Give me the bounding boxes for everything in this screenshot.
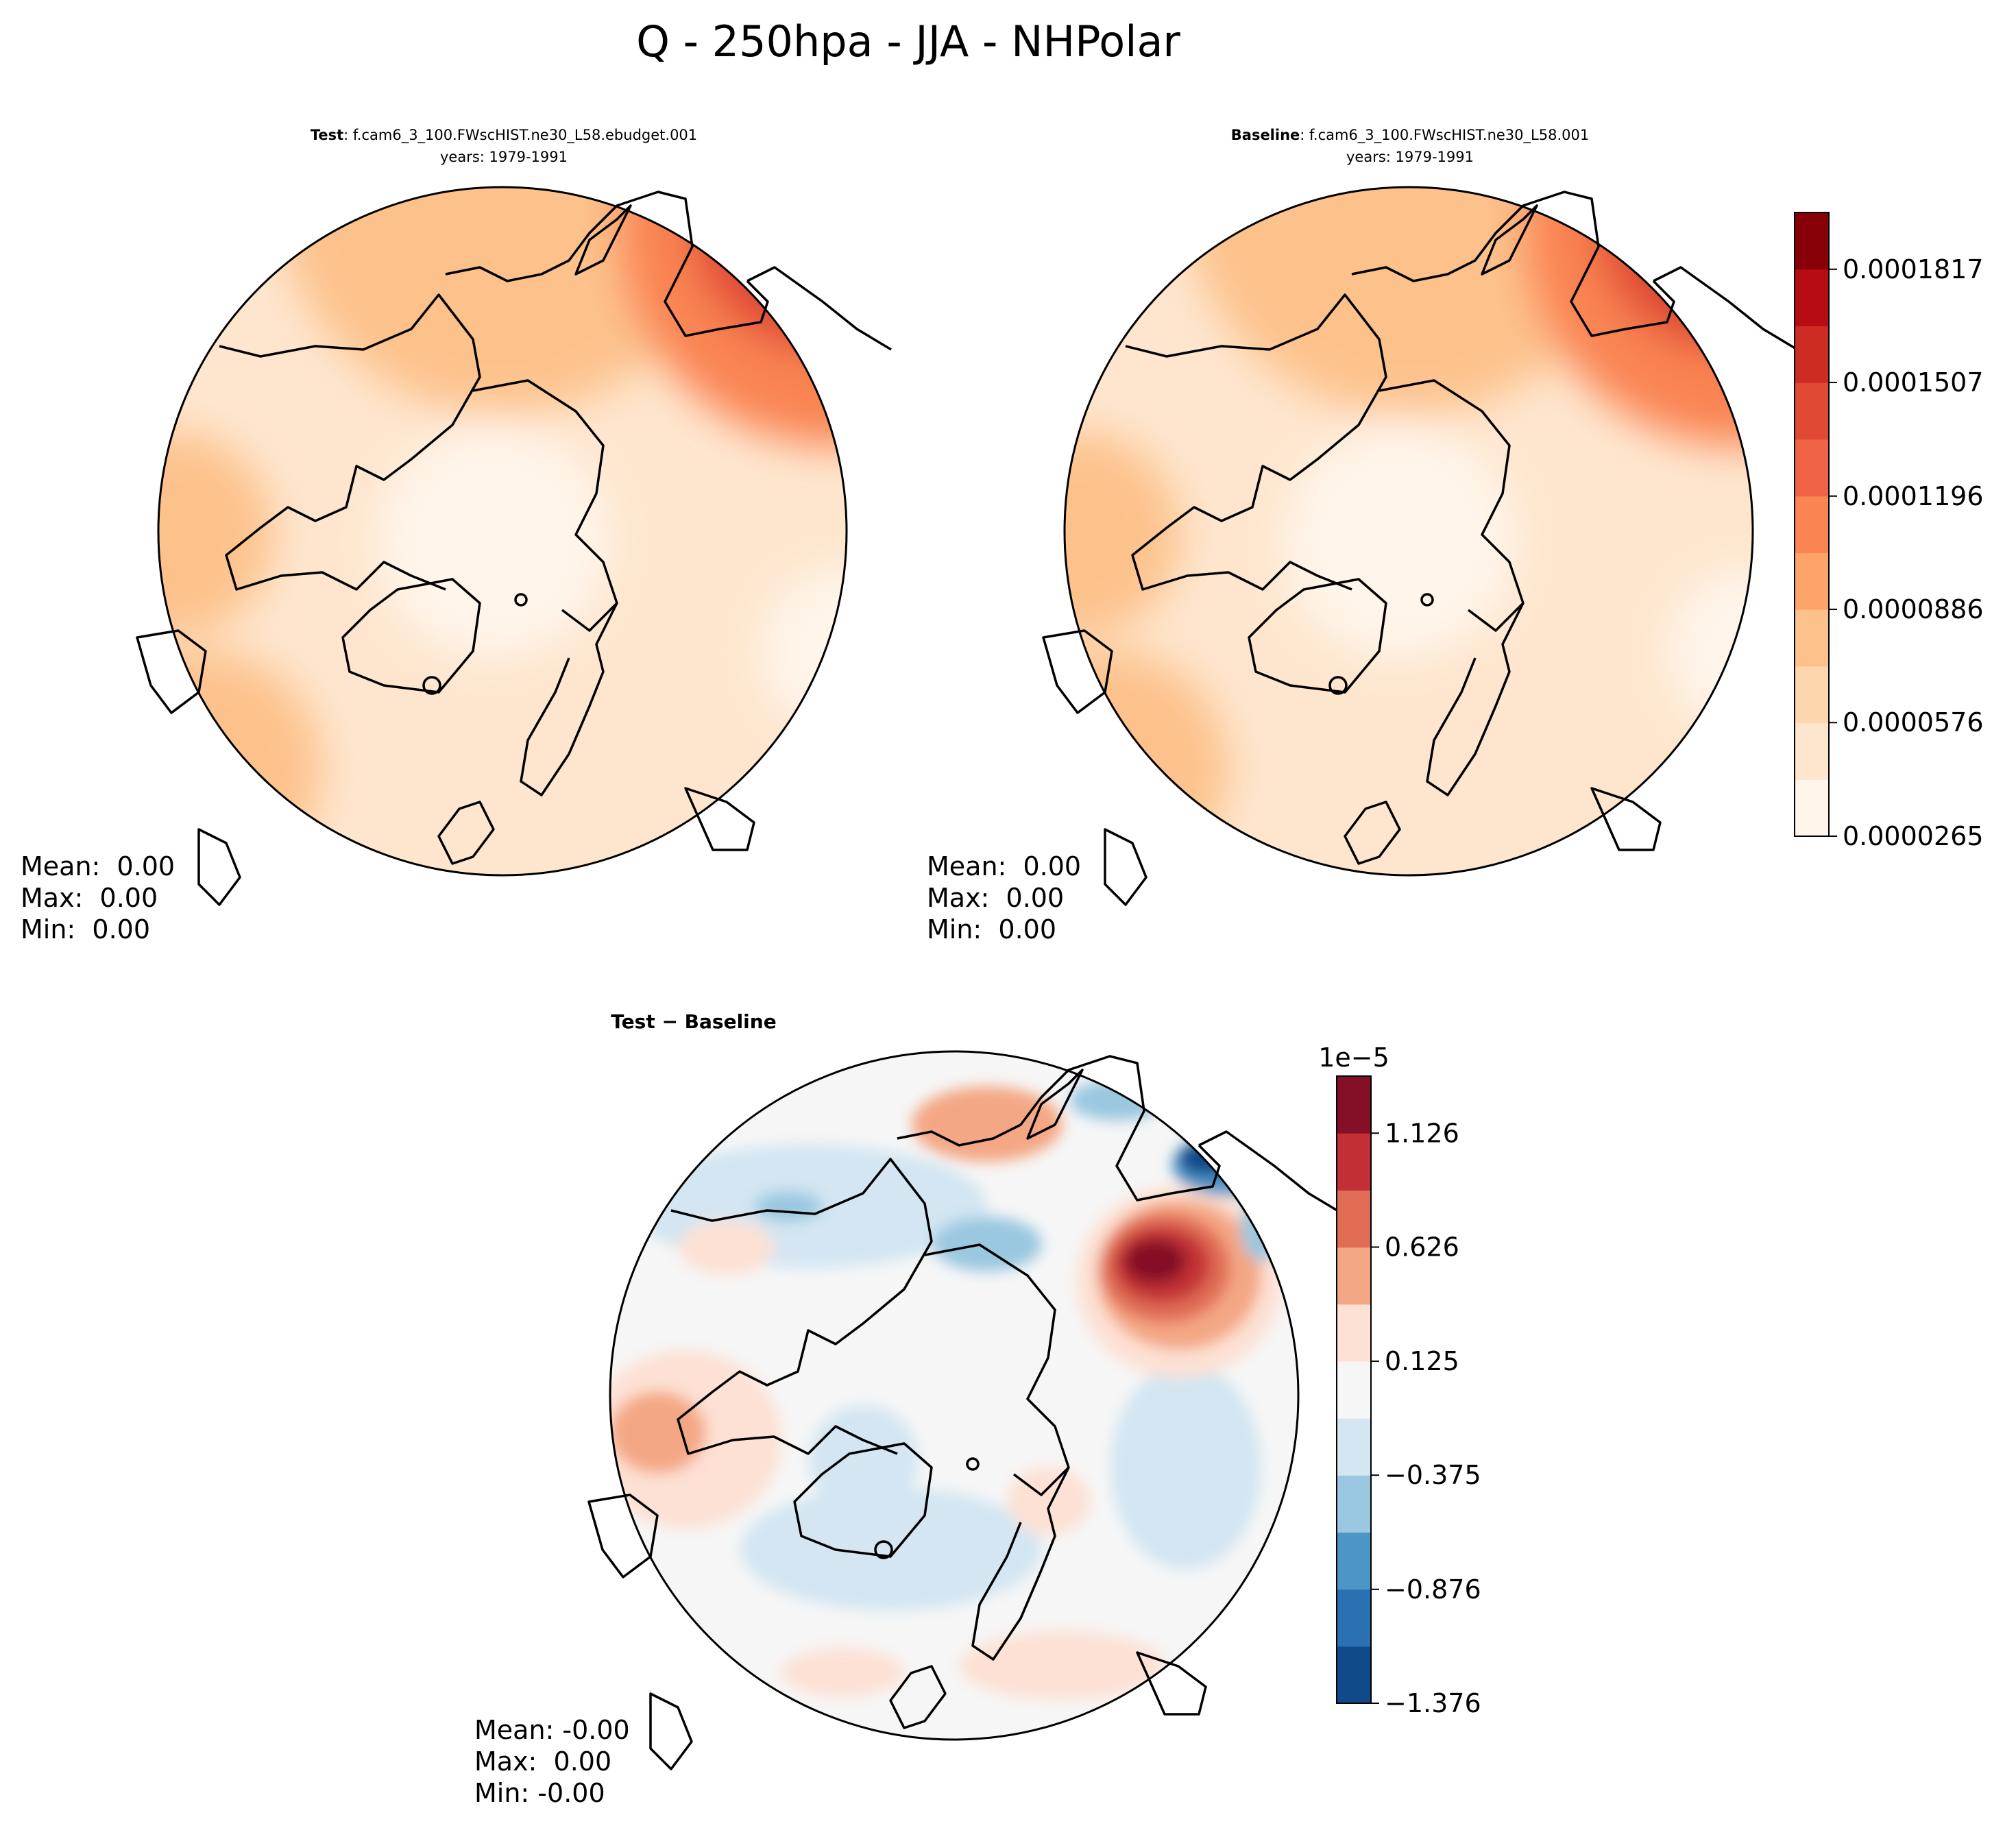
- baseline-field-band-sw: [1065, 651, 1228, 875]
- diff-blue-north-right: [1069, 1080, 1165, 1121]
- reds-colorbar: 0.0000265 0.0000576 0.0000886 0.0001196 0.00…: [1794, 212, 1984, 851]
- rdbu-colorbar-tick-label-0: −1.376: [1385, 1688, 1481, 1718]
- test-panel: Test: f.cam6_3_100.FWscHIST.ne30_L58.ebu…: [21, 127, 892, 945]
- baseline-field-band-north: [1182, 187, 1635, 415]
- reds-colorbar-segment-4: [1795, 552, 1829, 610]
- baseline-panel-title: Baseline: f.cam6_3_100.FWscHIST.ne30_L58…: [1231, 127, 1589, 144]
- reds-colorbar-frame: [1794, 212, 1830, 837]
- difference-stat-mean: Mean: -0.00: [474, 1715, 630, 1745]
- rdbu-colorbar-tick-label-1: −0.876: [1385, 1574, 1481, 1605]
- difference-map-field: [610, 1051, 1298, 1740]
- baseline-field-band-west: [1065, 432, 1180, 637]
- test-field-max-ne: [768, 187, 847, 322]
- baseline-title-rest: : f.cam6_3_100.FWscHIST.ne30_L58.001: [1300, 127, 1589, 144]
- rdbu-colorbar-segment-3: [1337, 1475, 1371, 1533]
- rdbu-colorbar-tick-label-5: 1.126: [1385, 1118, 1459, 1148]
- diff-pink-south: [960, 1631, 1165, 1700]
- test-panel-title: Test: f.cam6_3_100.FWscHIST.ne30_L58.ebu…: [311, 127, 697, 144]
- difference-stat-min: Min: -0.00: [474, 1778, 605, 1808]
- test-panel-subtitle: years: 1979-1991: [440, 149, 568, 165]
- test-stat-min: Min: 0.00: [21, 914, 150, 945]
- rdbu-colorbar-segment-0: [1337, 1646, 1371, 1704]
- rdbu-colorbar-tick-label-4: 0.626: [1385, 1232, 1459, 1262]
- baseline-panel-subtitle: years: 1979-1991: [1346, 149, 1474, 165]
- rdbu-colorbar-offset-label: 1e−5: [1318, 1043, 1389, 1073]
- baseline-field-pole-low: [1283, 425, 1516, 658]
- diff-pink-west: [679, 1220, 775, 1275]
- rdbu-colorbar-segment-4: [1337, 1418, 1371, 1476]
- diff-blue-east: [1110, 1364, 1261, 1570]
- difference-map-boundary: [609, 1050, 1300, 1741]
- diff-red-north: [912, 1086, 1062, 1162]
- reds-colorbar-segment-1: [1795, 722, 1829, 780]
- figure-title: Q - 250hpa - JJA - NHPolar: [636, 16, 1180, 66]
- difference-panel-title: Test − Baseline: [611, 1010, 776, 1033]
- reds-colorbar-tick-label-3: 0.0001196: [1843, 481, 1984, 511]
- reds-colorbar-segment-5: [1795, 496, 1829, 553]
- test-stat-mean: Mean: 0.00: [21, 851, 175, 881]
- rdbu-colorbar-segment-5: [1337, 1361, 1371, 1419]
- reds-colorbar-segment-6: [1795, 439, 1829, 497]
- baseline-stat-min: Min: 0.00: [927, 914, 1056, 945]
- baseline-title-bold: Baseline: [1231, 127, 1300, 143]
- rdbu-colorbar-segment-9: [1337, 1133, 1371, 1191]
- reds-colorbar-segment-9: [1795, 269, 1829, 327]
- diff-blue-arctic: [932, 1217, 1042, 1271]
- test-field-band-sw: [158, 651, 322, 875]
- diff-salmon-sw: [610, 1391, 706, 1474]
- reds-colorbar-segment-2: [1795, 666, 1829, 724]
- diff-blue-pole: [809, 1405, 919, 1515]
- rdbu-colorbar-tick-label-2: −0.375: [1385, 1460, 1481, 1490]
- diff-blue-nw: [754, 1191, 823, 1221]
- baseline-map-boundary: [1063, 186, 1754, 877]
- rdbu-colorbar-segment-10: [1337, 1076, 1371, 1134]
- rdbu-colorbar-segment-6: [1337, 1304, 1371, 1362]
- test-field-band-west: [158, 432, 274, 637]
- baseline-stat-mean: Mean: 0.00: [927, 851, 1081, 881]
- reds-colorbar-tick-label-2: 0.0000886: [1843, 594, 1984, 624]
- reds-colorbar-segment-7: [1795, 382, 1829, 440]
- reds-colorbar-segment-0: [1795, 779, 1829, 837]
- rdbu-colorbar-segment-8: [1337, 1190, 1371, 1248]
- test-field-band-ne: [617, 187, 847, 446]
- test-map-field: [158, 187, 847, 875]
- baseline-coastlines: [1042, 191, 1798, 906]
- test-stat-max: Max: 0.00: [21, 883, 158, 913]
- reds-colorbar-tick-label-4: 0.0001507: [1843, 367, 1984, 398]
- reds-colorbar-tick-label-5: 0.0001817: [1843, 254, 1984, 284]
- reds-colorbar-tick-label-1: 0.0000576: [1843, 707, 1984, 738]
- diff-red-plume-max: [1124, 1239, 1186, 1283]
- diff-pink-south-left: [781, 1648, 905, 1696]
- rdbu-colorbar: −1.376 −0.876 −0.375 0.125 0.626 1.126 1e−5: [1318, 1043, 1481, 1718]
- test-field-pole-low: [377, 425, 610, 658]
- diff-blue-ne-core: [1179, 1141, 1234, 1175]
- rdbu-colorbar-segment-7: [1337, 1247, 1371, 1305]
- reds-colorbar-segment-3: [1795, 609, 1829, 667]
- test-coastlines: [136, 191, 892, 906]
- baseline-stat-max: Max: 0.00: [927, 883, 1064, 913]
- rdbu-colorbar-segment-1: [1337, 1589, 1371, 1647]
- test-field-band-north: [276, 187, 729, 415]
- rdbu-colorbar-tick-label-3: 0.125: [1385, 1346, 1459, 1376]
- test-title-bold: Test: [311, 127, 343, 143]
- difference-stat-max: Max: 0.00: [474, 1746, 611, 1777]
- test-title-rest: : f.cam6_3_100.FWscHIST.ne30_L58.ebudget…: [343, 127, 697, 144]
- reds-colorbar-tick-label-0: 0.0000265: [1843, 821, 1984, 851]
- rdbu-colorbar-segment-2: [1337, 1532, 1371, 1590]
- rdbu-colorbar-frame: [1336, 1075, 1372, 1704]
- difference-panel: Test − Baseline: [474, 1010, 1344, 1808]
- reds-colorbar-segment-10: [1795, 212, 1829, 270]
- test-field-east-low: [761, 569, 847, 733]
- test-map-boundary: [157, 186, 848, 877]
- diff-blue-ne-tail: [1241, 1193, 1282, 1261]
- test-field-core-ne: [689, 187, 847, 353]
- reds-colorbar-segment-8: [1795, 326, 1829, 383]
